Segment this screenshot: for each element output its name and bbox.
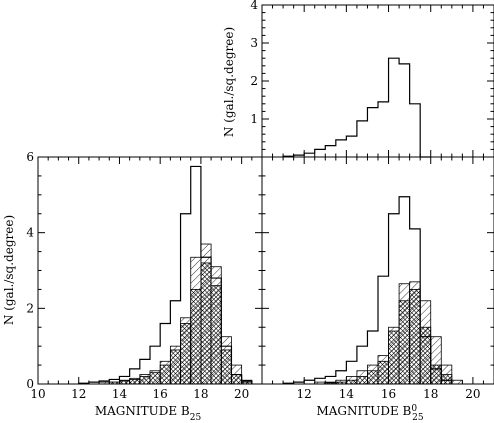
top-y-axis-title: N (gal./sq.degree) xyxy=(222,27,236,137)
bottom-right-single-hatch-bar xyxy=(451,379,463,385)
bottom-right-x-tick-label: 18 xyxy=(423,387,438,401)
bottom-right-x-tick-label: 12 xyxy=(297,387,312,401)
bottom-right-frame xyxy=(261,156,494,385)
bottom-left-x-tick-label: 14 xyxy=(112,387,128,401)
bottom-right-cross-hatch-bar xyxy=(388,330,400,385)
bottom-left-x-tick-label: 20 xyxy=(234,387,249,401)
bottom-left-x-tick-label: 16 xyxy=(153,387,168,401)
bottom-left-y-tick-label: 4 xyxy=(26,226,34,240)
bottom-left-cross-hatch-bar xyxy=(180,323,192,385)
bottom-left-cross-hatch-bar xyxy=(210,285,222,385)
bottom-left-cross-hatch-bar xyxy=(220,349,232,385)
bottom-left-cross-hatch-bar xyxy=(169,349,181,385)
bottom-right-cross-hatch-bar xyxy=(377,360,389,385)
bottom-right-cross-hatch-bar xyxy=(419,326,432,385)
bottom-left-cross-hatch-bar xyxy=(190,289,202,385)
bottom-left-cross-hatch-bar xyxy=(149,372,161,385)
bottom-left-x-axis-title: MAGNITUDE B25 xyxy=(95,404,202,423)
top-right-y-tick-label: 4 xyxy=(250,0,258,12)
top-right-y-tick-label: 2 xyxy=(250,74,258,88)
bottom-left-cross-hatch-bar xyxy=(231,374,243,385)
bottom-left-y-tick-label: 6 xyxy=(26,150,34,164)
bottom-left-cross-hatch-bar xyxy=(129,379,141,385)
bottom-left-x-tick-label: 18 xyxy=(193,387,208,401)
bottom-right-x-tick-label: 14 xyxy=(339,387,355,401)
top-right-frame xyxy=(261,4,494,158)
bottom-right-x-tick-label: 16 xyxy=(381,387,396,401)
top-right-y-tick-label: 3 xyxy=(250,36,258,50)
bottom-right-cross-hatch-bar xyxy=(356,376,368,385)
bottom-left-y-axis-title: N (gal./sq.degree) xyxy=(2,215,16,325)
bottom-right-cross-hatch-bar xyxy=(367,370,379,385)
bottom-left-cross-hatch-bar xyxy=(159,364,171,385)
bottom-left-y-tick-label: 0 xyxy=(26,377,34,391)
bottom-right-cross-hatch-bar xyxy=(398,300,411,385)
bottom-right-x-tick-label: 20 xyxy=(465,387,480,401)
bottom-left-cross-hatch-bar xyxy=(139,376,151,385)
bottom-left-cross-hatch-bar xyxy=(200,262,212,385)
bottom-right-panel: 12 14 16 18 20 xyxy=(261,156,494,401)
bottom-right-cross-hatch-bar xyxy=(430,364,442,385)
top-right-outline-series xyxy=(282,57,431,158)
bottom-left-panel: 10 12 14 16 18 20 0 2 4 6 xyxy=(26,150,263,401)
bottom-left-y-tick-label: 2 xyxy=(26,301,34,315)
bottom-right-cross-hatch-bar xyxy=(440,374,453,385)
bottom-right-cross-hatch-bar xyxy=(345,379,358,385)
bottom-right-cross-hatch-bar xyxy=(409,289,421,385)
top-right-panel: 1 2 3 4 xyxy=(250,0,494,158)
bottom-left-x-tick-label: 12 xyxy=(71,387,86,401)
bottom-right-x-axis-title: MAGNITUDE B0 25 xyxy=(316,404,423,423)
bottom-left-x-tick-label: 10 xyxy=(30,387,45,401)
top-right-y-tick-label: 1 xyxy=(250,112,258,126)
